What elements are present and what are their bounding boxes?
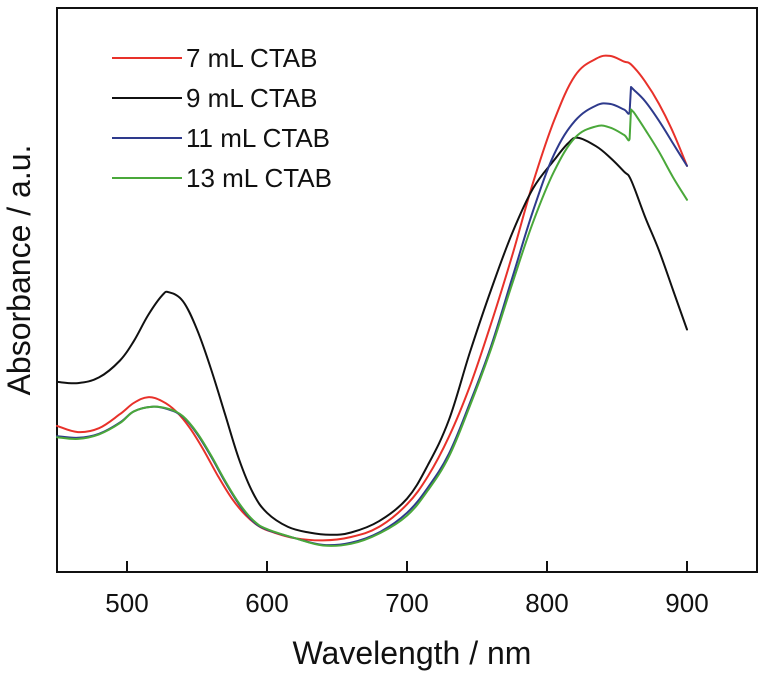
series-line-9-ml-ctab (56, 136, 688, 536)
legend: 7 mL CTAB 9 mL CTAB 11 mL CTAB 13 mL CTAB (112, 43, 332, 193)
series-lines (56, 54, 688, 547)
legend-label: 7 mL CTAB (186, 43, 317, 73)
x-tick-label: 800 (525, 588, 568, 618)
x-ticks: 500 600 700 800 900 (105, 561, 709, 618)
x-tick-label: 600 (245, 588, 288, 618)
legend-label: 9 mL CTAB (186, 83, 317, 113)
series-line-7-ml-ctab (56, 54, 688, 542)
legend-label: 11 mL CTAB (186, 123, 330, 153)
x-tick-label: 500 (105, 588, 148, 618)
x-tick-label: 700 (385, 588, 428, 618)
y-axis-title: Absorbance / a.u. (1, 145, 37, 396)
series-line-13-ml-ctab (56, 108, 688, 547)
x-axis-title: Wavelength / nm (293, 635, 532, 671)
legend-label: 13 mL CTAB (186, 163, 332, 193)
x-tick-label: 900 (665, 588, 708, 618)
series-line-11-ml-ctab (56, 86, 688, 547)
